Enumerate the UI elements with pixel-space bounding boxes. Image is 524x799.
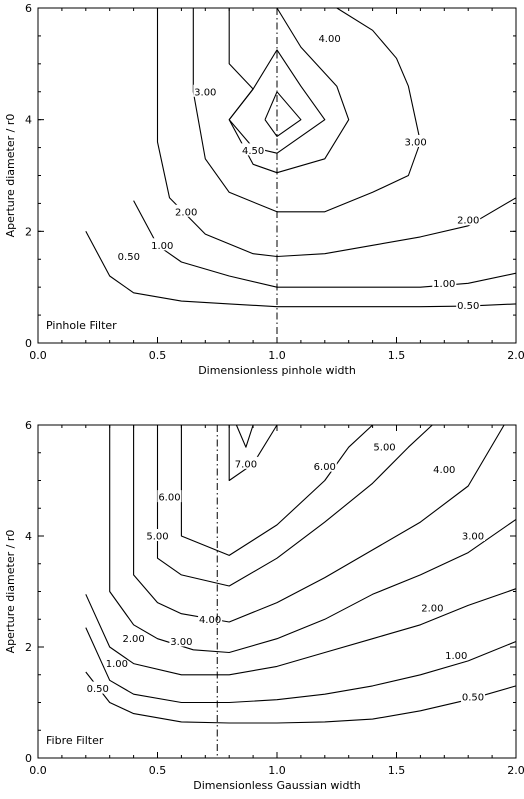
x-tick-label: 1.5 (388, 764, 406, 777)
contour-label: 4.00 (433, 465, 455, 476)
contour-label-bg (460, 689, 485, 702)
contour-line (228, 424, 278, 482)
x-tick-label: 0.5 (149, 764, 167, 777)
contour-label-bg (145, 529, 170, 541)
contour-line (156, 424, 433, 587)
contour-label-bg (460, 529, 485, 541)
contour-label: 0.50 (87, 684, 109, 695)
contour-label-bg (150, 238, 175, 251)
contour-label-bg (456, 213, 481, 226)
contour-label: 2.00 (457, 216, 479, 227)
contour-label: 2.00 (122, 634, 144, 645)
contour-line (264, 91, 302, 137)
x-axis-label: Dimensionless Gaussian width (193, 779, 361, 792)
y-tick-label: 0 (25, 337, 32, 350)
contour-label-bg (420, 601, 445, 614)
contour-label-bg (85, 681, 110, 694)
contour-label-bg (372, 440, 397, 453)
y-tick-label: 2 (25, 225, 32, 238)
contour-label-bg (121, 631, 146, 644)
contour-label: 4.00 (199, 615, 221, 626)
contour-label: 3.00 (170, 637, 192, 648)
y-tick-label: 2 (25, 641, 32, 654)
contour-label: 3.00 (462, 532, 484, 543)
contour-label: 5.00 (146, 532, 168, 543)
contour-label: 7.00 (235, 459, 257, 470)
contour-label-bg (233, 456, 258, 469)
contour-label: 5.00 (373, 443, 395, 454)
contour-label-bg (403, 135, 428, 147)
contour-line (109, 425, 517, 654)
contour-line (192, 7, 421, 213)
contour-label: 6.00 (314, 462, 336, 473)
contour-label: 1.00 (151, 241, 173, 252)
contour-label-bg (241, 143, 266, 156)
y-tick-label: 0 (25, 752, 32, 765)
contour-label: 0.50 (118, 252, 140, 263)
contour-label-bg (104, 656, 129, 669)
contour-label: 3.00 (404, 138, 426, 149)
contour-label: 4.50 (242, 146, 264, 157)
contour-label-bg (444, 648, 469, 661)
contour-label-bg (432, 276, 457, 289)
contour-label: 1.00 (106, 659, 128, 670)
x-tick-label: 1.0 (268, 764, 286, 777)
contour-line (133, 424, 505, 623)
x-tick-label: 0.0 (29, 764, 47, 777)
x-tick-label: 0.5 (149, 349, 167, 362)
contour-line (85, 627, 517, 704)
x-tick-label: 2.0 (507, 349, 524, 362)
contour-line (235, 424, 254, 448)
contour-label: 1.00 (433, 279, 455, 290)
contour-label-bg (157, 490, 182, 503)
x-tick-label: 0.0 (29, 349, 47, 362)
contour-line (180, 424, 373, 556)
panel-label: Fibre Filter (46, 734, 104, 747)
contour-label: 0.50 (457, 301, 479, 312)
y-axis-label: Aperture diameter / r0 (4, 114, 17, 238)
contour-label-bg (432, 462, 457, 475)
contour-label: 3.00 (194, 87, 216, 98)
contour-label: 2.00 (175, 207, 197, 218)
panel-label: Pinhole Filter (46, 319, 117, 332)
contour-label: 2.00 (421, 604, 443, 615)
contour-label-bg (317, 31, 342, 44)
contour-label: 6.00 (158, 493, 180, 504)
contour-label-bg (456, 298, 481, 311)
contour-label-bg (116, 249, 141, 262)
contour-line (85, 588, 517, 676)
y-tick-label: 4 (25, 114, 32, 127)
y-tick-label: 4 (25, 530, 32, 543)
x-tick-label: 2.0 (507, 764, 524, 777)
contour-label: 0.50 (462, 692, 484, 703)
contour-line (85, 671, 517, 724)
contour-line (85, 231, 517, 308)
contour-label-bg (312, 459, 337, 472)
contour-label-bg (193, 84, 218, 97)
y-tick-label: 6 (25, 419, 32, 432)
x-tick-label: 1.0 (268, 349, 286, 362)
y-axis-label: Aperture diameter / r0 (4, 530, 17, 654)
x-axis-label: Dimensionless pinhole width (198, 364, 356, 377)
x-tick-label: 1.5 (388, 349, 406, 362)
y-tick-label: 6 (25, 2, 32, 15)
contour-label: 4.00 (318, 34, 340, 45)
contour-label: 1.00 (445, 651, 467, 662)
contour-label-bg (169, 634, 194, 647)
contour-label-bg (174, 204, 199, 217)
contour-label-bg (198, 612, 223, 625)
